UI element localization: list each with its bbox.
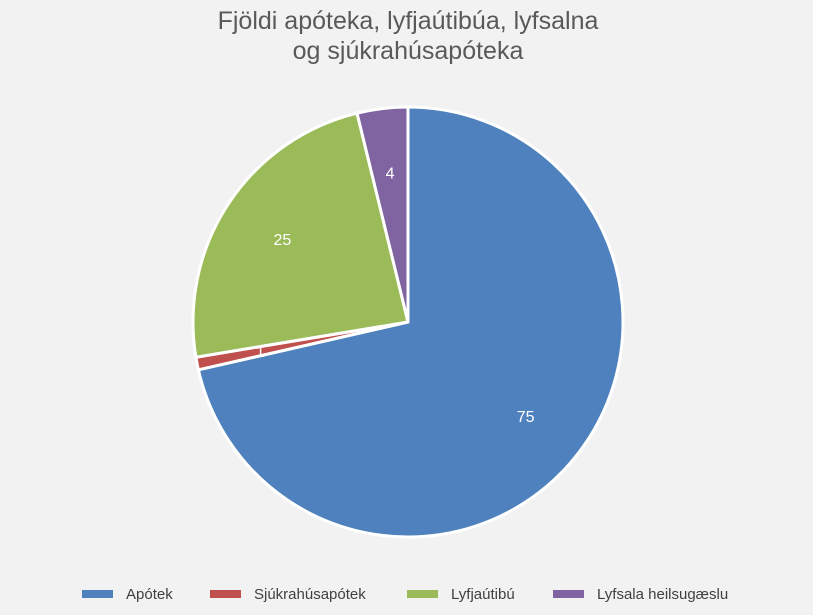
legend-swatch-0 xyxy=(82,590,113,598)
pie-slice-labels: 75 1 25 4 xyxy=(256,166,535,426)
legend-label-1: Sjúkrahúsapótek xyxy=(254,586,366,603)
legend-swatch-1 xyxy=(210,590,241,598)
chart-title-line-1: Fjöldi apóteka, lyfjaútibúa, lyfsalna xyxy=(218,7,599,35)
legend-swatch-3 xyxy=(553,590,584,598)
legend-swatch-2 xyxy=(407,590,438,598)
legend-entry-3: Lyfsala heilsugæslu xyxy=(553,586,728,603)
slice-value-label-0: 75 xyxy=(517,409,535,426)
slice-value-label-3: 4 xyxy=(386,166,395,183)
legend-label-0: Apótek xyxy=(126,586,173,603)
pie-slices xyxy=(191,105,625,539)
legend-label-2: Lyfjaútibú xyxy=(451,586,515,603)
legend-entry-2: Lyfjaútibú xyxy=(407,586,515,603)
slice-value-label-2: 25 xyxy=(273,232,291,249)
chart-title-line-2: og sjúkrahúsapóteka xyxy=(293,37,524,65)
slice-value-label-1: 1 xyxy=(256,344,265,361)
legend: Apótek Sjúkrahúsapótek Lyfjaútibú Lyfsala h… xyxy=(82,586,728,603)
pie-slice-3 xyxy=(355,105,410,324)
legend-entry-1: Sjúkrahúsapótek xyxy=(210,586,366,603)
pie-slice-2 xyxy=(191,111,410,359)
legend-entry-0: Apótek xyxy=(82,586,173,603)
pie-slice-0 xyxy=(196,105,625,539)
legend-label-3: Lyfsala heilsugæslu xyxy=(597,586,728,603)
